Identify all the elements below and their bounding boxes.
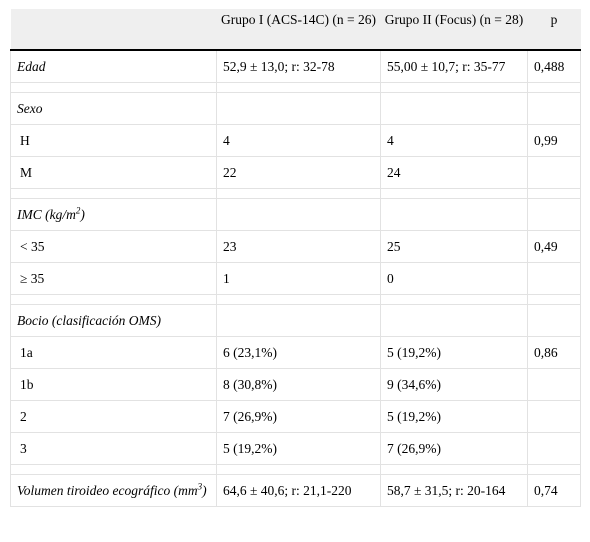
cell-p: 0,488 — [527, 49, 581, 83]
row-label-1b: 1b — [10, 368, 217, 401]
row-label-imc-ge35: ≥ 35 — [10, 262, 217, 295]
cell-g1: 52,9 ± 13,0; r: 32-78 — [216, 49, 381, 83]
row-label-h: H — [10, 124, 217, 157]
table-row: Sexo — [10, 92, 581, 125]
cell-p — [527, 156, 581, 189]
row-label-2: 2 — [10, 400, 217, 433]
table-row: < 35 23 25 0,49 — [10, 230, 581, 263]
header-group-1: Grupo I (ACS-14C) (n = 26) — [216, 9, 381, 51]
table-row: M 22 24 — [10, 156, 581, 189]
header-p-value: p — [527, 9, 581, 51]
row-label-imc-lt35: < 35 — [10, 230, 217, 263]
cell-g1: 7 (26,9%) — [216, 400, 381, 433]
table-row: 2 7 (26,9%) 5 (19,2%) — [10, 400, 581, 433]
demographics-table: Grupo I (ACS-14C) (n = 26) Grupo II (Foc… — [10, 9, 581, 507]
cell-p — [527, 432, 581, 465]
table-row: 1a 6 (23,1%) 5 (19,2%) 0,86 — [10, 336, 581, 369]
row-label-sexo: Sexo — [10, 92, 217, 125]
header-variable — [10, 9, 217, 51]
cell-g2: 0 — [380, 262, 528, 295]
row-label-volumen: Volumen tiroideo ecográfico (mm3) — [10, 474, 217, 507]
cell-g2: 24 — [380, 156, 528, 189]
spacer-row — [10, 294, 581, 305]
table-row: H 4 4 0,99 — [10, 124, 581, 157]
row-label-3: 3 — [10, 432, 217, 465]
cell-g2: 5 (19,2%) — [380, 400, 528, 433]
cell-g1: 5 (19,2%) — [216, 432, 381, 465]
table-row: IMC (kg/m2) — [10, 198, 581, 231]
cell-g1: 8 (30,8%) — [216, 368, 381, 401]
cell-p: 0,86 — [527, 336, 581, 369]
row-label-edad: Edad — [10, 49, 217, 83]
cell-g2: 55,00 ± 10,7; r: 35-77 — [380, 49, 528, 83]
header-group-2: Grupo II (Focus) (n = 28) — [380, 9, 528, 51]
table-row: ≥ 35 1 0 — [10, 262, 581, 295]
cell-g1: 1 — [216, 262, 381, 295]
spacer-row — [10, 82, 581, 93]
spacer-row — [10, 464, 581, 475]
spacer-row — [10, 188, 581, 199]
cell-g2: 25 — [380, 230, 528, 263]
cell-p: 0,49 — [527, 230, 581, 263]
cell-p — [527, 368, 581, 401]
cell-g1: 23 — [216, 230, 381, 263]
cell-p: 0,74 — [527, 474, 581, 507]
cell-p: 0,99 — [527, 124, 581, 157]
cell-g2: 4 — [380, 124, 528, 157]
row-label-1a: 1a — [10, 336, 217, 369]
row-label-m: M — [10, 156, 217, 189]
cell-g2: 9 (34,6%) — [380, 368, 528, 401]
table-row: 3 5 (19,2%) 7 (26,9%) — [10, 432, 581, 465]
cell-g1: 6 (23,1%) — [216, 336, 381, 369]
cell-p — [527, 262, 581, 295]
cell-g2: 58,7 ± 31,5; r: 20-164 — [380, 474, 528, 507]
table-row: Edad 52,9 ± 13,0; r: 32-78 55,00 ± 10,7;… — [10, 49, 581, 83]
table-row: 1b 8 (30,8%) 9 (34,6%) — [10, 368, 581, 401]
cell-g1: 4 — [216, 124, 381, 157]
cell-g1: 22 — [216, 156, 381, 189]
row-label-imc: IMC (kg/m2) — [10, 198, 217, 231]
cell-p — [527, 400, 581, 433]
table-row: Bocio (clasificación OMS) — [10, 304, 581, 337]
table-row: Volumen tiroideo ecográfico (mm3) 64,6 ±… — [10, 474, 581, 507]
row-label-bocio: Bocio (clasificación OMS) — [10, 304, 217, 337]
cell-g2: 5 (19,2%) — [380, 336, 528, 369]
header-row: Grupo I (ACS-14C) (n = 26) Grupo II (Foc… — [10, 9, 581, 51]
cell-g1: 64,6 ± 40,6; r: 21,1-220 — [216, 474, 381, 507]
cell-g2: 7 (26,9%) — [380, 432, 528, 465]
